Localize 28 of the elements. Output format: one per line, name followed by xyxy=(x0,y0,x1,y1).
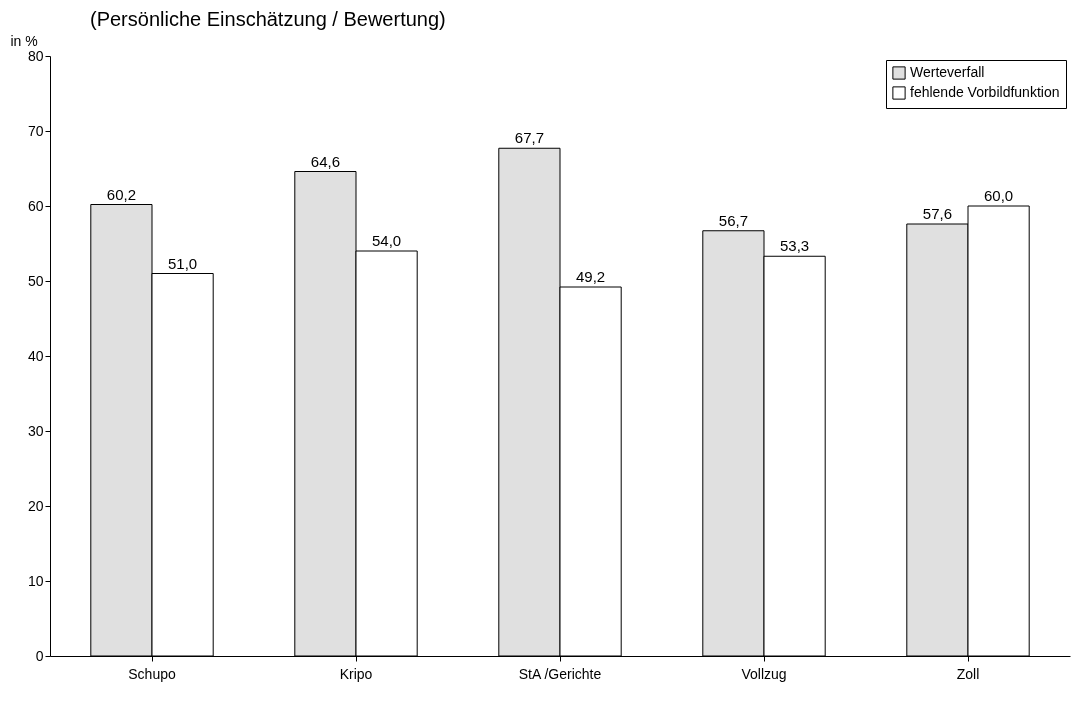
y-tick-label: 80 xyxy=(27,47,44,64)
y-tick-label: 60 xyxy=(27,197,44,214)
data-label: 67,7 xyxy=(514,129,544,147)
data-label: 60,2 xyxy=(106,185,136,203)
data-label: 54,0 xyxy=(372,232,402,249)
data-label: 64,6 xyxy=(310,152,340,170)
x-tick-label: Zoll xyxy=(956,665,980,682)
data-label: 60,0 xyxy=(984,187,1014,204)
legend-label: Werteverfall xyxy=(910,64,985,80)
data-label: 53,3 xyxy=(780,237,810,255)
y-tick-label: 70 xyxy=(27,122,44,139)
data-label: 57,6 xyxy=(922,205,952,222)
y-axis-title: in % xyxy=(10,32,38,49)
x-tick-label: StA /Gerichte xyxy=(518,665,602,682)
y-tick-label: 10 xyxy=(27,572,44,589)
x-tick-label: Schupo xyxy=(128,665,176,682)
chart-title: (Persönliche Einschätzung / Bewertung) xyxy=(90,8,446,30)
data-label: 51,0 xyxy=(168,254,198,272)
y-tick-label: 50 xyxy=(27,272,44,289)
x-tick-label: Vollzug xyxy=(741,665,787,682)
data-label: 49,2 xyxy=(576,268,606,285)
x-tick-label: Kripo xyxy=(339,665,373,682)
y-tick-label: 20 xyxy=(27,497,44,514)
y-tick-label: 0 xyxy=(35,647,44,664)
y-tick-label: 30 xyxy=(27,422,44,439)
y-tick-label: 40 xyxy=(27,347,44,364)
legend-label: fehlende Vorbildfunktion xyxy=(910,84,1060,100)
data-label: 56,7 xyxy=(718,211,748,229)
